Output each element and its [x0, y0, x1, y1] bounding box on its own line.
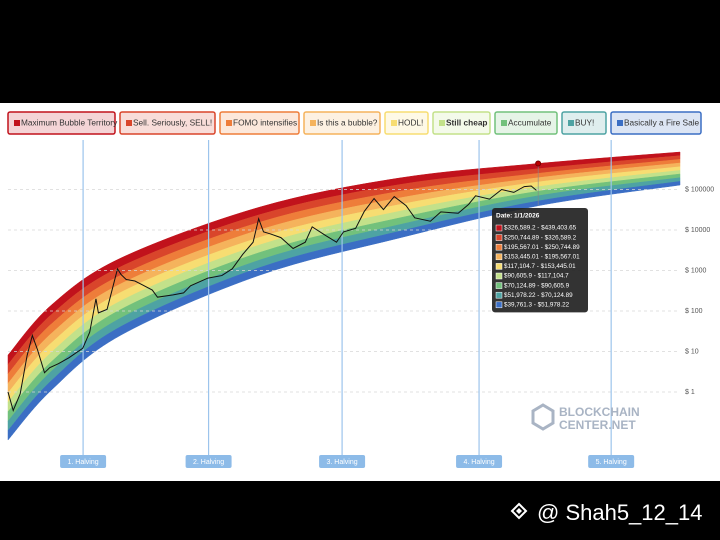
- legend-label: Accumulate: [508, 118, 552, 128]
- legend-label: FOMO intensifies: [233, 118, 297, 128]
- legend-label: HODL!: [398, 118, 423, 128]
- legend-item[interactable]: FOMO intensifies: [219, 111, 300, 135]
- y-tick-label: $ 1: [685, 389, 695, 396]
- tooltip-swatch: [495, 272, 503, 280]
- tooltip: Date: 1/1/2026 $326,589.2 - $439,403.65 $2…: [492, 208, 588, 313]
- tooltip-row: $117,104.7 - $153,445.01: [504, 263, 576, 270]
- tooltip-row: $250,744.89 - $326,589.2: [504, 234, 577, 241]
- halving-label: 5. Halving: [596, 459, 627, 466]
- halving-label: 2. Halving: [193, 459, 224, 466]
- hover-point: [535, 160, 542, 167]
- legend-item[interactable]: Accumulate: [494, 111, 558, 135]
- tooltip-swatch: [495, 253, 503, 261]
- halving-label-box: [319, 455, 366, 468]
- legend-button[interactable]: [7, 111, 116, 135]
- halving-label-box: [588, 455, 635, 468]
- y-tick-label: $ 100: [685, 308, 703, 315]
- tooltip-row: $195,567.01 - $250,744.89: [504, 244, 580, 251]
- logo: BLOCKCHAIN CENTER.NET: [531, 403, 640, 432]
- tooltip-row: $326,589.2 - $439,403.65: [504, 225, 577, 232]
- legend-label: Maximum Bubble Territory: [21, 118, 118, 128]
- legend-label: Sell. Seriously, SELL!: [133, 118, 212, 128]
- y-tick-label: $ 1000: [685, 267, 707, 274]
- legend-item[interactable]: Is this a bubble?: [303, 111, 381, 135]
- legend-item[interactable]: HODL!: [384, 111, 429, 135]
- logo-text: BLOCKCHAIN: [559, 405, 640, 419]
- halving-label-box: [60, 455, 107, 468]
- legend-swatch: [126, 120, 132, 126]
- watermark: @ Shah5_12_14: [510, 500, 702, 525]
- legend-label: Basically a Fire Sale: [624, 118, 700, 128]
- legend-button[interactable]: [494, 111, 558, 135]
- tooltip-row: $39,761.3 - $51,978.22: [504, 301, 570, 308]
- legend-button[interactable]: [219, 111, 300, 135]
- legend-item[interactable]: Basically a Fire Sale: [610, 111, 702, 135]
- watermark-icon: [510, 502, 528, 520]
- logo-icon: [531, 403, 555, 431]
- tooltip-swatch: [495, 301, 503, 309]
- legend-item[interactable]: Sell. Seriously, SELL!: [119, 111, 216, 135]
- y-tick-label: $ 10: [685, 348, 699, 355]
- legend-label: Still cheap: [446, 118, 488, 128]
- tooltip-row: $51,978.22 - $70,124.89: [504, 292, 573, 299]
- band-area: [7, 181, 681, 441]
- legend-item[interactable]: Maximum Bubble Territory: [7, 111, 118, 135]
- tooltip-row: $153,445.01 - $195,567.01: [504, 253, 580, 260]
- legend-swatch: [439, 120, 445, 126]
- legend-swatch: [14, 120, 20, 126]
- legend-button[interactable]: [432, 111, 491, 135]
- legend-swatch: [226, 120, 232, 126]
- tooltip-swatch: [495, 224, 503, 232]
- tooltip-title: Date: 1/1/2026: [496, 213, 540, 220]
- tooltip-row: $90,605.9 - $117,104.7: [504, 273, 569, 280]
- halving-label: 1. Halving: [68, 459, 99, 466]
- tooltip-swatch: [495, 263, 503, 270]
- tooltip-swatch: [495, 243, 503, 251]
- legend-item[interactable]: BUY!: [561, 111, 607, 135]
- halving-label-box: [185, 455, 232, 468]
- y-tick-label: $ 10000: [685, 227, 710, 234]
- legend-label: BUY!: [575, 118, 594, 128]
- legend-button[interactable]: [303, 111, 381, 135]
- price-line: [7, 185, 537, 413]
- legend-swatch: [617, 120, 623, 126]
- legend-button[interactable]: [610, 111, 702, 135]
- legend-item[interactable]: Still cheap: [432, 111, 491, 135]
- logo-text: CENTER.NET: [559, 418, 636, 432]
- legend-button[interactable]: [119, 111, 216, 135]
- legend-swatch: [568, 120, 574, 126]
- tooltip-row: $70,124.89 - $90,605.9: [504, 282, 570, 289]
- tooltip-swatch: [495, 234, 503, 241]
- tooltip-swatch: [495, 282, 503, 289]
- watermark-icon: [516, 508, 522, 514]
- tooltip-box: [492, 208, 588, 313]
- legend-swatch: [391, 120, 397, 126]
- tooltip-swatch: [495, 291, 503, 299]
- y-tick-label: $ 100000: [685, 186, 714, 193]
- halving-label-box: [456, 455, 503, 468]
- halving-label: 4. Halving: [463, 459, 494, 466]
- halving-label: 3. Halving: [327, 459, 358, 466]
- legend-swatch: [310, 120, 316, 126]
- legend-button[interactable]: [384, 111, 429, 135]
- legend-label: Is this a bubble?: [317, 118, 378, 128]
- legend-swatch: [501, 120, 507, 126]
- legend-button[interactable]: [561, 111, 607, 135]
- watermark-text: @ Shah5_12_14: [537, 500, 702, 525]
